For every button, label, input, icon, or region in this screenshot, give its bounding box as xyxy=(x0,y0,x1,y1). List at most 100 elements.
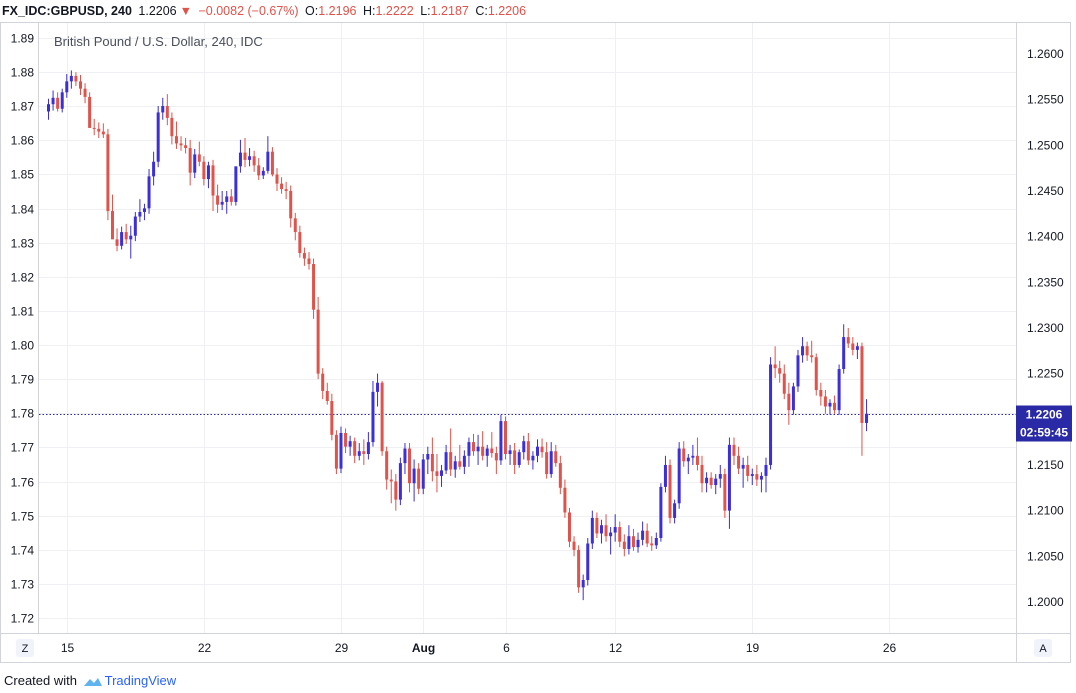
candle-body xyxy=(453,461,457,470)
left-tick-label: 1.78 xyxy=(11,407,35,421)
footer-brand[interactable]: TradingView xyxy=(104,673,177,688)
left-tick-label: 1.80 xyxy=(11,339,35,353)
candle-body xyxy=(494,453,498,461)
candle-body xyxy=(124,232,128,240)
candle-body xyxy=(746,464,750,476)
footer: Created with TradingView xyxy=(4,671,176,691)
left-tick-label: 1.85 xyxy=(11,168,35,182)
candle-body xyxy=(769,364,773,465)
candle-body xyxy=(622,541,626,549)
left-tick-label: 1.87 xyxy=(11,100,35,114)
price-badge-bg xyxy=(1016,405,1072,424)
candle-body xyxy=(472,442,476,452)
zoom-button-bg[interactable] xyxy=(16,639,34,657)
candle-body xyxy=(819,390,823,397)
candle-body xyxy=(74,75,78,82)
candle-body xyxy=(590,517,594,544)
candle-body xyxy=(115,239,119,246)
left-tick-label: 1.76 xyxy=(11,476,35,490)
time-tick-label: 19 xyxy=(746,641,760,655)
candle-body xyxy=(778,368,782,374)
candle-body xyxy=(449,452,453,470)
candle-body xyxy=(220,201,224,205)
candle-body xyxy=(78,81,82,89)
left-tick-label: 1.89 xyxy=(11,32,35,46)
candle-body xyxy=(504,421,507,454)
candle-body xyxy=(485,448,489,456)
candle-body xyxy=(682,448,686,462)
auto-scale-button[interactable]: A xyxy=(1039,643,1047,655)
candle-body xyxy=(426,453,430,460)
candle-body xyxy=(586,543,590,581)
candle-body xyxy=(334,434,338,469)
candle-body xyxy=(266,151,270,171)
candle-body xyxy=(691,455,695,458)
candle-body xyxy=(403,448,407,464)
candle-body xyxy=(659,486,663,539)
left-price-axis[interactable]: 1.89 1.88 1.87 1.86 1.85 1.84 1.83 1.82 1.81 1.80… xyxy=(11,32,35,626)
candle-body xyxy=(280,183,284,190)
candle-body xyxy=(723,474,727,511)
symbol-legend: FX_IDC:GBPUSD, 240 1.2206 ▼ −0.0082 (−0.6… xyxy=(0,0,1076,22)
candle-body xyxy=(380,382,384,452)
candle-body xyxy=(563,487,567,513)
candle-body xyxy=(805,346,809,356)
left-tick-label: 1.79 xyxy=(11,373,35,387)
right-tick-label: 1.2600 xyxy=(1027,47,1064,61)
candle-body xyxy=(188,148,192,173)
candle-body xyxy=(234,166,238,202)
zoom-button[interactable]: Z xyxy=(22,643,29,655)
candle-body xyxy=(138,211,142,217)
candle-body xyxy=(718,474,722,479)
candle-body xyxy=(865,413,869,423)
left-tick-label: 1.81 xyxy=(11,305,35,319)
candle-body xyxy=(517,452,521,465)
candle-body xyxy=(193,154,197,173)
candle-body xyxy=(641,530,645,540)
chart-frame xyxy=(0,22,1071,663)
symbol-name[interactable]: FX_IDC:GBPUSD, 240 xyxy=(2,4,132,18)
close-value: 1.2206 xyxy=(487,4,527,18)
candle-body xyxy=(595,517,599,534)
candle-body xyxy=(531,455,535,461)
candles xyxy=(47,70,869,601)
candle-body xyxy=(750,474,754,476)
candle-body xyxy=(814,357,818,391)
candle-body xyxy=(47,104,50,112)
candle-body xyxy=(51,97,55,105)
candle-body xyxy=(142,208,146,212)
auto-scale-button-bg[interactable] xyxy=(1034,639,1052,657)
countdown-badge-bg xyxy=(1016,423,1072,442)
candle-body xyxy=(316,309,320,374)
candle-body xyxy=(837,369,841,411)
candle-body xyxy=(444,452,448,471)
candle-body xyxy=(631,536,635,548)
candle-body xyxy=(572,541,576,550)
candle-body xyxy=(339,432,343,469)
time-axis[interactable]: 15 22 29 Aug 6 12 19 26 xyxy=(61,641,897,655)
candle-body xyxy=(490,448,494,454)
candle-body xyxy=(741,464,745,469)
candle-body xyxy=(385,451,389,480)
candle-body xyxy=(161,106,165,113)
right-price-axis[interactable]: 1.2600 1.2550 1.2500 1.2450 1.2400 1.2350 1.23… xyxy=(1027,47,1064,609)
candle-body xyxy=(695,455,699,465)
candle-body xyxy=(860,346,864,423)
candle-body xyxy=(567,512,571,542)
candle-body xyxy=(700,464,704,484)
candle-body xyxy=(663,464,667,487)
candle-body xyxy=(325,390,329,402)
last-price: 1.2206 xyxy=(138,4,177,18)
countdown-badge-text: 02:59:45 xyxy=(1020,426,1068,440)
left-tick-label: 1.75 xyxy=(11,510,35,524)
candle-body xyxy=(229,196,233,202)
chart-title: British Pound / U.S. Dollar, 240, IDC xyxy=(54,34,263,49)
candle-body xyxy=(394,481,398,500)
chart-canvas[interactable]: British Pound / U.S. Dollar, 240, IDC 1.… xyxy=(0,22,1076,664)
candle-body xyxy=(357,451,361,456)
candle-body xyxy=(435,471,439,476)
candle-body xyxy=(284,189,288,191)
right-tick-label: 1.2300 xyxy=(1027,321,1064,335)
low-label: L: xyxy=(420,4,431,18)
time-tick-label: 12 xyxy=(609,641,623,655)
